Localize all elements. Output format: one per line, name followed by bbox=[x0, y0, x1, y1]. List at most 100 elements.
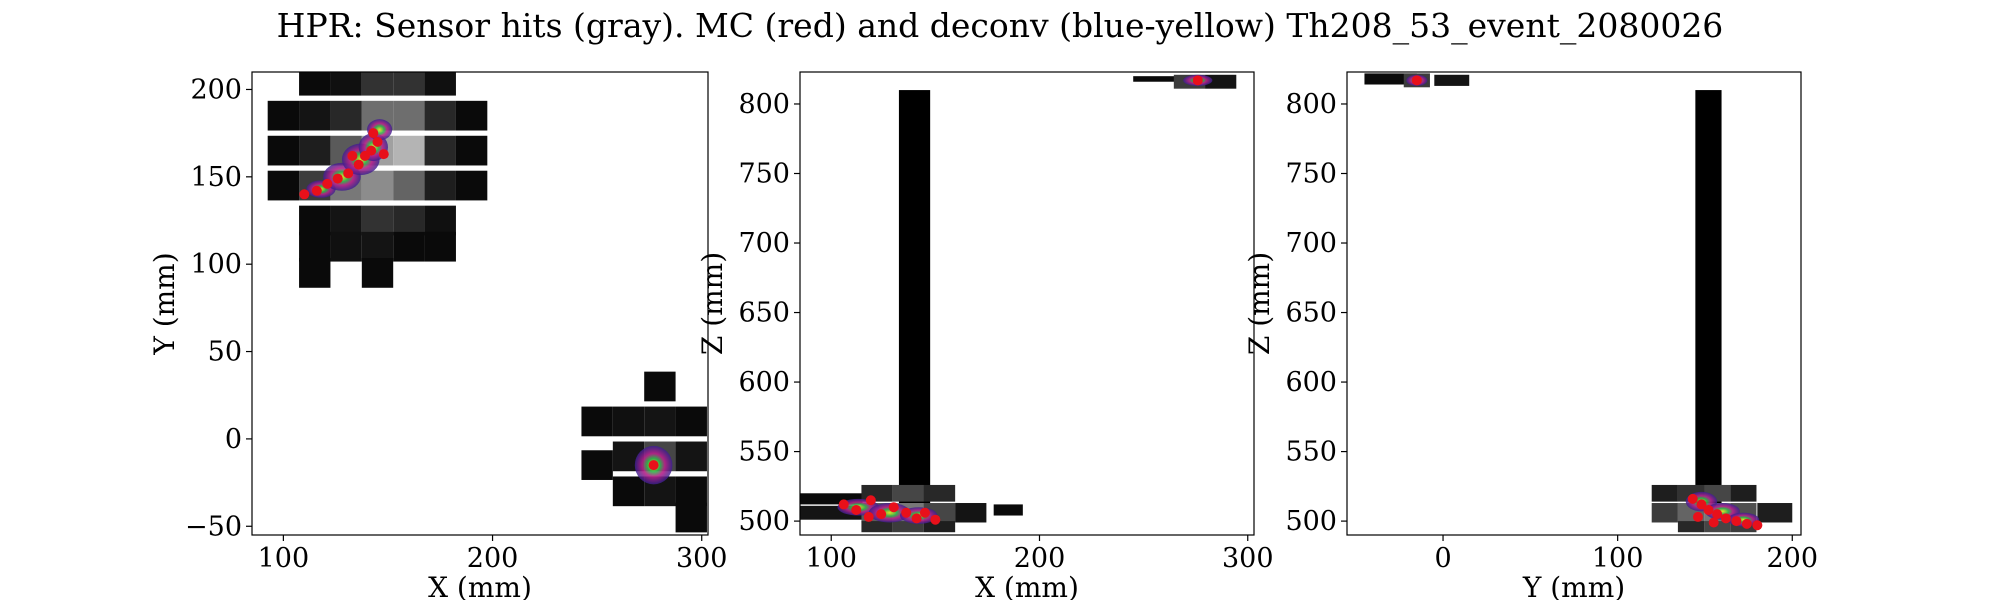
sensor-cell bbox=[1133, 76, 1180, 82]
sensor-cell bbox=[424, 205, 456, 236]
sensor-cell bbox=[299, 258, 331, 288]
y-axis-label: Z (mm) bbox=[1243, 252, 1276, 355]
sensor-cell bbox=[612, 476, 645, 507]
y-tick-label: 800 bbox=[1285, 89, 1337, 120]
y-tick-label: 100 bbox=[190, 249, 242, 280]
sensor-cell bbox=[1695, 90, 1722, 508]
mc-point bbox=[378, 149, 389, 160]
y-tick-label: 800 bbox=[738, 89, 790, 120]
mc-point bbox=[888, 502, 899, 513]
x-axis-label: Y (mm) bbox=[1522, 571, 1625, 600]
y-tick-label: 500 bbox=[738, 506, 790, 537]
y-tick-label: 550 bbox=[738, 437, 790, 468]
sensor-cell bbox=[455, 170, 488, 201]
sensor-cell bbox=[1651, 484, 1678, 502]
x-tick-label: 100 bbox=[805, 543, 857, 574]
sensor-cell bbox=[393, 135, 425, 166]
x-tick-label: 0 bbox=[1434, 543, 1451, 574]
y-axis-label: Z (mm) bbox=[696, 252, 729, 355]
y-tick-label: 50 bbox=[208, 337, 242, 368]
sensor-cell bbox=[644, 406, 676, 437]
sensor-cell bbox=[393, 231, 425, 262]
x-tick-label: 200 bbox=[467, 543, 519, 574]
y-tick-label: 0 bbox=[225, 424, 242, 455]
mc-point bbox=[322, 178, 333, 189]
x-axis-label: X (mm) bbox=[428, 571, 532, 600]
sensor-cell bbox=[612, 406, 645, 437]
sensor-cell bbox=[1757, 503, 1793, 523]
y-tick-label: 200 bbox=[190, 74, 242, 105]
y-tick-label: 700 bbox=[738, 228, 790, 259]
sensor-cell bbox=[455, 135, 488, 166]
figure-title: HPR: Sensor hits (gray). MC (red) and de… bbox=[277, 6, 1724, 46]
panel-3: 0 100 200 500 550 600 650 700 750 800 Y (mm) Z (mm) bbox=[1243, 71, 1818, 600]
mc-point bbox=[863, 511, 874, 522]
sensor-cell bbox=[923, 484, 956, 502]
sensor-cell bbox=[898, 90, 931, 508]
mc-point bbox=[838, 499, 849, 510]
mc-point bbox=[366, 145, 377, 156]
plot-frame bbox=[799, 71, 1255, 536]
sensor-cell bbox=[993, 504, 1023, 516]
mc-point bbox=[372, 136, 383, 147]
mc-point bbox=[851, 504, 862, 515]
y-tick-label: 600 bbox=[1285, 367, 1337, 398]
y-axis-label: Y (mm) bbox=[148, 252, 181, 355]
sensor-cell bbox=[1677, 521, 1705, 533]
mc-point bbox=[1692, 511, 1703, 522]
x-tick-label: 200 bbox=[1014, 543, 1066, 574]
sensor-cell bbox=[361, 170, 394, 201]
mc-point bbox=[919, 507, 930, 518]
sensor-cell bbox=[267, 170, 300, 201]
sensor-cell bbox=[393, 100, 425, 131]
mc-point bbox=[1703, 504, 1714, 515]
panel-2: 100 200 300 500 550 600 650 700 750 800 X (mm) Z (m… bbox=[696, 71, 1274, 600]
sensor-cell bbox=[330, 100, 362, 131]
sensor-cell bbox=[1364, 73, 1417, 85]
mc-point bbox=[930, 514, 941, 525]
mc-point bbox=[865, 495, 876, 506]
sensor-cell bbox=[581, 450, 613, 480]
mc-point bbox=[347, 150, 358, 161]
sensor-cell bbox=[1730, 484, 1757, 502]
sensor-cell bbox=[361, 72, 394, 96]
sensor-cell bbox=[455, 100, 488, 131]
x-tick-label: 100 bbox=[258, 543, 310, 574]
sensor-cell bbox=[299, 135, 331, 166]
mc-point bbox=[1741, 518, 1752, 529]
sensor-cell bbox=[675, 502, 707, 533]
sensor-cell bbox=[424, 170, 456, 201]
plot-frame bbox=[1346, 71, 1802, 536]
sensor-cell bbox=[892, 484, 924, 502]
mc-point bbox=[1720, 513, 1731, 524]
sensor-cell bbox=[1704, 521, 1731, 533]
sensor-cell bbox=[361, 231, 394, 262]
sensor-cell bbox=[267, 100, 300, 131]
sensor-cell bbox=[393, 205, 425, 236]
mc-point bbox=[343, 168, 354, 179]
sensor-cell bbox=[1651, 503, 1678, 523]
mc-point bbox=[311, 185, 322, 196]
y-tick-label: 700 bbox=[1285, 228, 1337, 259]
sensor-cell bbox=[644, 371, 676, 402]
y-tick-label: 650 bbox=[738, 298, 790, 329]
mc-point bbox=[1696, 499, 1707, 510]
x-tick-label: 300 bbox=[1222, 543, 1274, 574]
sensor-cell bbox=[675, 476, 707, 507]
sensor-cell bbox=[330, 205, 362, 236]
sensor-cell bbox=[267, 135, 300, 166]
y-tick-label: −50 bbox=[185, 511, 242, 542]
mc-point bbox=[1712, 509, 1723, 520]
sensor-cell bbox=[393, 72, 425, 96]
plot-frame bbox=[251, 71, 709, 536]
sensor-cell bbox=[330, 72, 362, 96]
x-axis-label: X (mm) bbox=[975, 571, 1079, 600]
mc-point bbox=[1687, 493, 1698, 504]
y-tick-label: 600 bbox=[738, 367, 790, 398]
mc-point bbox=[1411, 75, 1422, 86]
mc-point bbox=[1192, 75, 1203, 86]
mc-point bbox=[876, 509, 887, 520]
mc-point bbox=[911, 513, 922, 524]
sensor-cell bbox=[361, 258, 394, 288]
